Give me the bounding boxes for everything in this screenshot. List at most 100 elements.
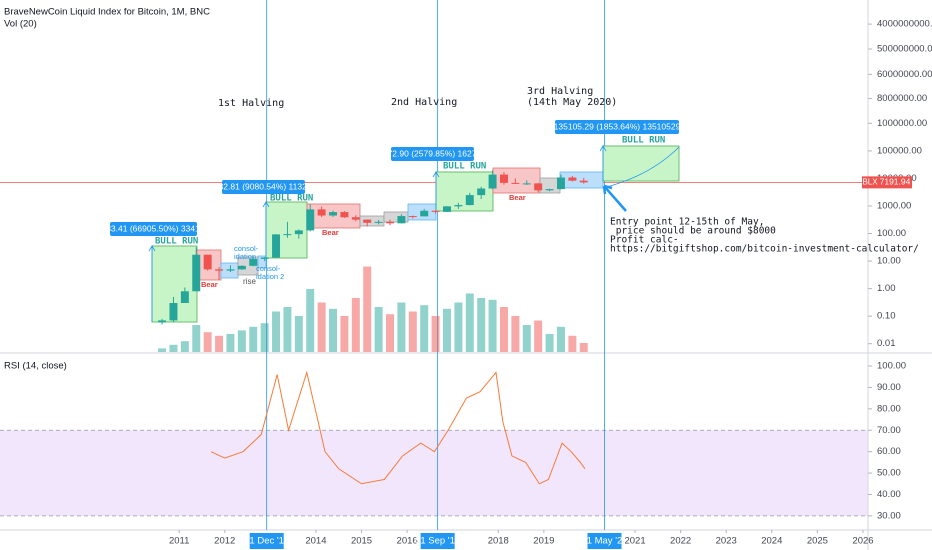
candle-body (203, 254, 212, 270)
x-tick-label: 2024 (761, 536, 782, 547)
halving-label: 1st Halving (218, 98, 284, 109)
x-tick-label: 2021 (624, 536, 645, 547)
candle-body (579, 180, 588, 183)
volume-bar (215, 335, 224, 352)
candle-body (283, 234, 292, 236)
candle-body (511, 182, 520, 184)
rise-label: rise (243, 277, 256, 286)
volume-bar (317, 302, 326, 352)
candle-body (397, 216, 406, 224)
candle-body (215, 269, 224, 271)
candle-body (317, 209, 326, 216)
volume-bar (351, 298, 360, 352)
y-tick-label: 1000000.00 (877, 118, 927, 129)
rsi-band (0, 430, 868, 516)
measure-label-box (391, 147, 474, 161)
volume-bar (420, 305, 429, 352)
measure-label-box (555, 120, 679, 134)
measure-label: 33.41 (66905.50%) 3341 (106, 223, 200, 233)
volume-bar (556, 326, 565, 352)
y-tick-label: 40.00 (877, 489, 901, 500)
x-tick-label: 2015 (351, 536, 372, 547)
bull-run-label: BULL RUN (622, 136, 665, 146)
volume-bar (306, 289, 315, 352)
series (158, 170, 588, 485)
candle-body (431, 210, 440, 212)
halving-label: (14th May 2020) (527, 97, 617, 108)
candle-body (488, 174, 497, 189)
y-tick-label: 70.00 (877, 425, 901, 436)
y-tick-label: 0.01 (877, 338, 896, 349)
candle-body (306, 209, 315, 231)
candle-body (477, 188, 486, 196)
volume-label: Vol (20) (4, 19, 37, 30)
x-tick-label: 2016 (397, 536, 418, 547)
measure-label-box (110, 222, 197, 236)
candle-body (329, 212, 338, 216)
candle-body (237, 265, 246, 270)
rsi-title: RSI (14, close) (4, 361, 67, 372)
y-tick-label: 80.00 (877, 403, 901, 414)
time-highlight (249, 533, 284, 549)
x-tick-label: 2019 (533, 536, 554, 547)
candle-body (465, 195, 474, 206)
candle-body (260, 257, 269, 259)
halving-label: 2nd Halving (391, 97, 457, 108)
y-tick-label: 1.00 (877, 283, 896, 294)
entry-note: https://bitgiftshop.com/bitcoin-investme… (610, 244, 919, 255)
volume-bar (169, 344, 178, 352)
x-tick-label: 2012 (214, 536, 235, 547)
consolidation-label: consol- (234, 244, 259, 253)
symbol: BLX (862, 177, 878, 186)
bull-run-label: BULL RUN (270, 194, 313, 204)
y-tick-label: 100000.00 (877, 145, 922, 156)
volume-bar (522, 325, 531, 352)
x-tick-label: 01 Sep '16 (415, 536, 460, 547)
annotations: 33.41 (66905.50%) 3341 1132.81 (9080.54%… (106, 86, 919, 289)
volume-bar (374, 307, 383, 352)
y-tick-label: 0.10 (877, 311, 896, 322)
x-tick-label: 01 May '20 (581, 536, 627, 547)
candle-body (363, 219, 372, 223)
volume-bar (363, 266, 372, 352)
x-tick-label: 2023 (716, 536, 737, 547)
candle-body (522, 183, 531, 185)
entry-note: price should be around $8000 (610, 226, 776, 237)
entry-note: Profit calc- (610, 235, 679, 246)
y-tick-label: 30.00 (877, 510, 901, 521)
volume-bar (386, 314, 394, 352)
volume-bar (249, 326, 258, 352)
consolidation-label: idation 2 (256, 272, 284, 281)
candle-body (374, 221, 383, 223)
volume-bar (545, 334, 554, 352)
candle-body (158, 320, 167, 323)
last-price-label: BLX 7191.94 (862, 176, 912, 189)
measure-label: 16272.90 (2579.85%) 1627290 (373, 148, 490, 158)
candle-body (351, 217, 360, 220)
x-tick-label: 2018 (488, 536, 509, 547)
y-tick-label: 60000000.00 (877, 69, 932, 80)
bull-run-label: BULL RUN (155, 237, 198, 247)
candle-body (340, 212, 349, 218)
volume-bar (477, 298, 486, 352)
candle-body (443, 206, 451, 212)
x-tick-label: 2011 (169, 536, 189, 547)
candle-body (272, 234, 281, 258)
run-arrows (148, 144, 607, 322)
volume-bar (568, 335, 577, 352)
x-tick-label: 2014 (305, 536, 326, 547)
candle-body (386, 221, 394, 224)
consolidation-label: consol- (256, 264, 281, 273)
volume-bar (226, 334, 235, 352)
halving-label: 3rd Halving (527, 86, 593, 97)
y-tick-label: 8000000.00 (877, 93, 927, 104)
x-tick-label: 2022 (670, 536, 691, 547)
y-tick-label: 10.00 (877, 256, 901, 267)
candle-body (534, 183, 543, 191)
volume-bar (465, 293, 474, 352)
measure-label: 135105.29 (1853.64%) 13510529 (554, 121, 681, 131)
bear-label: Bear (509, 193, 526, 202)
volume-bar (260, 323, 269, 352)
volume-bar (454, 302, 463, 352)
time-highlight (420, 533, 455, 549)
